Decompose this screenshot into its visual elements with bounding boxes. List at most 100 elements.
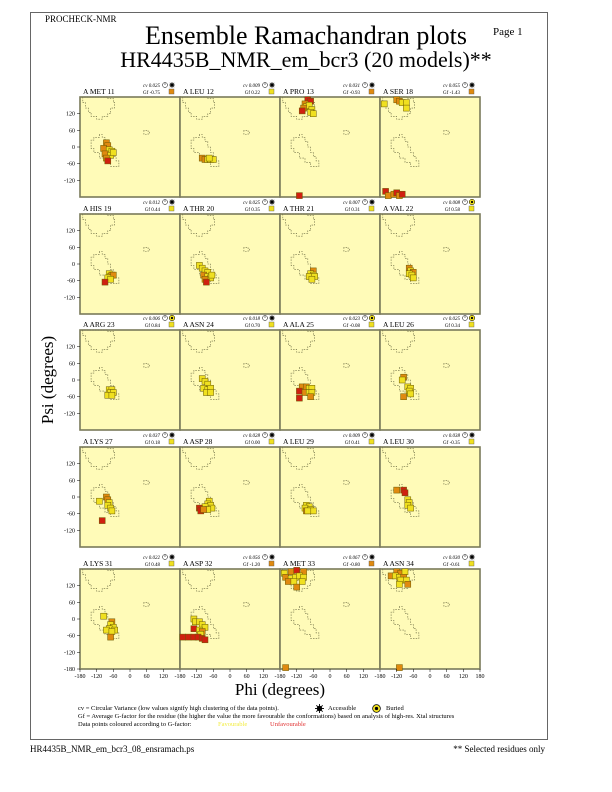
gf-value: Gf 0.31 <box>345 208 361 213</box>
cv-value: cv 0.018 <box>243 317 260 322</box>
data-point <box>310 110 317 117</box>
cv-value: cv 0.023 <box>343 317 360 322</box>
gf-colour-swatch <box>368 438 375 445</box>
legend-colour: Data points coloured according to G-fact… <box>78 721 192 728</box>
clock-icon <box>362 199 368 205</box>
footer-filename: HR4435B_NMR_em_bcr3_08_ensramach.ps <box>30 744 195 754</box>
legend-gf: Gf = Average G-factor for the residue (t… <box>78 713 455 720</box>
y-tick-label: 60 <box>69 245 75 251</box>
y-tick-label: 0 <box>72 495 75 501</box>
clock-icon <box>362 315 368 321</box>
cv-value: cv 0.038 <box>443 434 460 439</box>
residue-label: A THR 21 <box>283 204 314 213</box>
allowed-region-beta-outline <box>82 446 115 470</box>
x-tick-label: 60 <box>244 674 250 680</box>
panel-plot-area <box>279 446 381 548</box>
gf-value: Gf -1.43 <box>443 91 460 96</box>
clock-icon <box>262 315 268 321</box>
allowed-region-alpha-outline <box>90 606 120 639</box>
data-point <box>98 517 106 524</box>
cv-value: cv 0.008 <box>443 201 460 206</box>
cv-value: cv 0.067 <box>343 556 360 561</box>
data-point <box>404 581 412 588</box>
cv-value: cv 0.009 <box>343 434 360 439</box>
residue-label: A MET 33 <box>283 559 315 568</box>
data-point <box>298 578 306 585</box>
x-tick-label: -180 <box>175 674 186 680</box>
panel-a-met-33: A MET 33 cv 0.067 Gf -0.80 -120 -60 0 60 120 -18… <box>279 554 386 680</box>
accessible-icon <box>369 199 375 205</box>
clock-icon <box>462 82 468 88</box>
gf-value: Gf 0.44 <box>145 208 161 213</box>
gf-value: Gf -0.75 <box>143 91 160 96</box>
panel-a-asp-28: A ASP 28 cv 0.028 Gf 0.00 <box>179 432 281 548</box>
y-tick-label: -60 <box>67 395 75 401</box>
x-tick-label: -120 <box>391 674 402 680</box>
clock-icon <box>162 554 168 560</box>
residue-label: A LYS 31 <box>83 559 113 568</box>
data-point <box>407 390 414 398</box>
page-title: Ensemble Ramachandran plots <box>144 21 468 50</box>
buried-icon <box>368 314 376 322</box>
x-tick-label: -180 <box>275 674 286 680</box>
gf-colour-swatch <box>368 88 375 95</box>
panel-a-met-11: A MET 11 cv 0.025 Gf -0.75 120 60 0 -60 -120 <box>64 82 181 198</box>
y-tick-label: -60 <box>67 162 75 168</box>
residue-label: A ASN 24 <box>183 320 214 329</box>
y-tick-label: 120 <box>66 229 75 235</box>
x-tick-label: 120 <box>259 674 268 680</box>
x-tick-label: -60 <box>109 674 117 680</box>
data-point <box>401 568 409 576</box>
panel-a-thr-21: A THR 21 cv 0.007 Gf 0.31 <box>279 199 381 315</box>
gf-colour-swatch <box>368 560 375 567</box>
x-tick-label: 60 <box>444 674 450 680</box>
x-tick-label: 0 <box>129 674 132 680</box>
allowed-region-left-alpha-outline <box>343 601 350 607</box>
panel-a-asn-24: A ASN 24 cv 0.018 Gf 0.70 <box>179 315 281 431</box>
allowed-region-left-alpha-outline <box>443 601 450 607</box>
cv-value: cv 0.031 <box>343 84 360 89</box>
clock-icon <box>162 82 168 88</box>
accessible-icon <box>269 199 275 205</box>
data-point <box>100 612 107 620</box>
panel-a-arg-23: A ARG 23 cv 0.006 Gf 0.84 120 60 0 -60 -120 <box>64 314 181 431</box>
accessible-ray <box>469 554 475 560</box>
clock-icon <box>462 315 468 321</box>
allowed-region-left-alpha-outline <box>243 479 250 485</box>
data-point <box>398 376 406 384</box>
x-tick-label: 60 <box>144 674 150 680</box>
allowed-region-beta-outline <box>382 568 416 592</box>
gf-colour-swatch <box>468 321 475 328</box>
data-point <box>400 393 407 400</box>
gf-value: Gf -1.20 <box>243 563 260 568</box>
gf-value: Gf 0.18 <box>145 441 161 446</box>
accessible-icon <box>169 432 175 438</box>
data-point <box>410 274 417 282</box>
footer-note: ** Selected residues only <box>453 744 545 754</box>
allowed-region-left-alpha-outline <box>143 247 150 252</box>
residue-label: A ARG 23 <box>83 320 115 329</box>
panel-plot-area <box>279 96 381 198</box>
allowed-region-beta-outline <box>382 96 416 120</box>
allowed-region-left-alpha-outline <box>143 479 150 485</box>
panel-a-asp-32: A ASP 32 cv 0.056 Gf -1.20 -120 -60 0 60 120 -18… <box>179 554 286 680</box>
data-point <box>190 625 198 632</box>
gf-colour-swatch <box>468 560 475 567</box>
panel-plot-area <box>379 568 481 670</box>
panel-a-leu-26: A LEU 26 cv 0.025 Gf 0.34 <box>379 314 481 431</box>
allowed-region-alpha-outline <box>290 251 320 284</box>
allowed-region-beta-outline <box>182 96 215 120</box>
page-subtitle: HR4435B_NMR_em_bcr3 (20 models)** <box>120 47 492 72</box>
gf-value: Gf -0.35 <box>443 441 460 446</box>
allowed-region-beta-outline <box>182 446 215 470</box>
allowed-region-beta-outline <box>382 446 416 470</box>
accessible-icon <box>269 432 275 438</box>
allowed-region-left-alpha-outline <box>443 130 450 135</box>
clock-icon <box>262 82 268 88</box>
residue-label: A LEU 12 <box>183 87 214 96</box>
buried-icon <box>372 704 381 716</box>
accessible-ray <box>169 432 175 438</box>
allowed-region-beta-outline <box>382 213 416 237</box>
gf-value: Gf 0.34 <box>445 324 461 329</box>
